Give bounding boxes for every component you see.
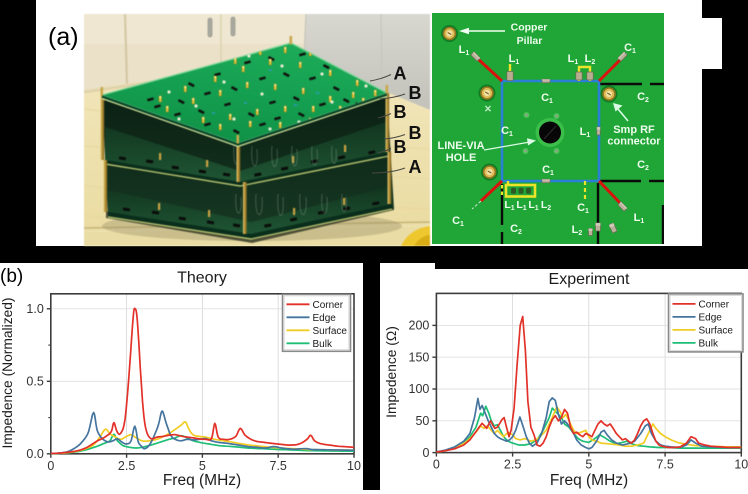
svg-text:10: 10 (734, 458, 748, 472)
svg-text:0: 0 (422, 446, 429, 460)
svg-text:Edge: Edge (699, 312, 723, 323)
svg-text:C2: C2 (637, 159, 649, 172)
svg-text:L1: L1 (459, 44, 470, 57)
svg-text:A: A (409, 157, 422, 177)
svg-text:Bulk: Bulk (313, 339, 333, 350)
svg-text:Freq (MHz): Freq (MHz) (550, 472, 628, 489)
svg-text:C1: C1 (577, 202, 589, 215)
svg-text:10: 10 (347, 459, 361, 473)
svg-text:Corner: Corner (313, 300, 344, 311)
svg-text:L2: L2 (585, 53, 596, 66)
svg-text:B: B (394, 137, 407, 157)
svg-text:0.5: 0.5 (26, 375, 43, 389)
svg-text:B: B (409, 83, 422, 103)
svg-text:1.0: 1.0 (26, 302, 43, 316)
svg-text:Surface: Surface (699, 325, 734, 336)
svg-text:C1: C1 (624, 42, 636, 55)
svg-text:L2: L2 (541, 199, 551, 212)
svg-text:7.5: 7.5 (270, 459, 287, 473)
svg-text:100: 100 (409, 382, 430, 396)
svg-text:L1: L1 (528, 199, 538, 212)
svg-text:Smp RF: Smp RF (613, 124, 655, 136)
svg-text:L1: L1 (516, 199, 526, 212)
svg-text:150: 150 (409, 350, 430, 364)
svg-text:LINE-VIA: LINE-VIA (437, 140, 484, 152)
svg-text:L1: L1 (580, 126, 591, 139)
svg-text:0.0: 0.0 (26, 447, 43, 461)
svg-text:B: B (394, 102, 407, 122)
svg-text:Theory: Theory (177, 270, 227, 287)
svg-text:C1: C1 (542, 164, 554, 177)
svg-text:Copper: Copper (511, 22, 548, 34)
svg-text:0: 0 (433, 458, 440, 472)
svg-text:A: A (394, 64, 407, 84)
svg-text:C1: C1 (501, 125, 513, 138)
svg-text:L1: L1 (504, 199, 514, 212)
svg-text:connector: connector (607, 136, 661, 148)
svg-text:L1: L1 (568, 53, 579, 66)
svg-text:C2: C2 (510, 223, 522, 236)
svg-text:200: 200 (409, 319, 430, 333)
svg-text:C1: C1 (452, 215, 464, 228)
svg-text:Impedence (Normalized): Impedence (Normalized) (0, 297, 15, 448)
svg-text:2.5: 2.5 (504, 458, 521, 472)
svg-text:Surface: Surface (313, 326, 348, 337)
svg-text:L1: L1 (634, 212, 645, 225)
svg-text:Pillar: Pillar (517, 35, 543, 47)
svg-text:C2: C2 (637, 91, 649, 104)
svg-text:L1: L1 (509, 53, 520, 66)
svg-text:Bulk: Bulk (699, 338, 719, 349)
svg-text:Experiment: Experiment (549, 271, 630, 288)
svg-text:B: B (409, 123, 422, 143)
svg-text:Edge: Edge (313, 313, 337, 324)
svg-text:50: 50 (415, 414, 429, 428)
svg-text:5: 5 (585, 458, 592, 472)
svg-text:0: 0 (47, 459, 54, 473)
svg-text:Impedence (Ω): Impedence (Ω) (384, 326, 399, 418)
svg-text:C1: C1 (541, 92, 553, 105)
svg-text:7.5: 7.5 (656, 458, 673, 472)
svg-text:✕: ✕ (484, 104, 492, 115)
svg-text:HOLE: HOLE (446, 152, 477, 164)
svg-text:L2: L2 (572, 224, 583, 237)
svg-text:Freq (MHz): Freq (MHz) (163, 472, 241, 489)
svg-text:5: 5 (199, 459, 206, 473)
svg-text:2.5: 2.5 (118, 459, 135, 473)
svg-text:Corner: Corner (699, 299, 730, 310)
